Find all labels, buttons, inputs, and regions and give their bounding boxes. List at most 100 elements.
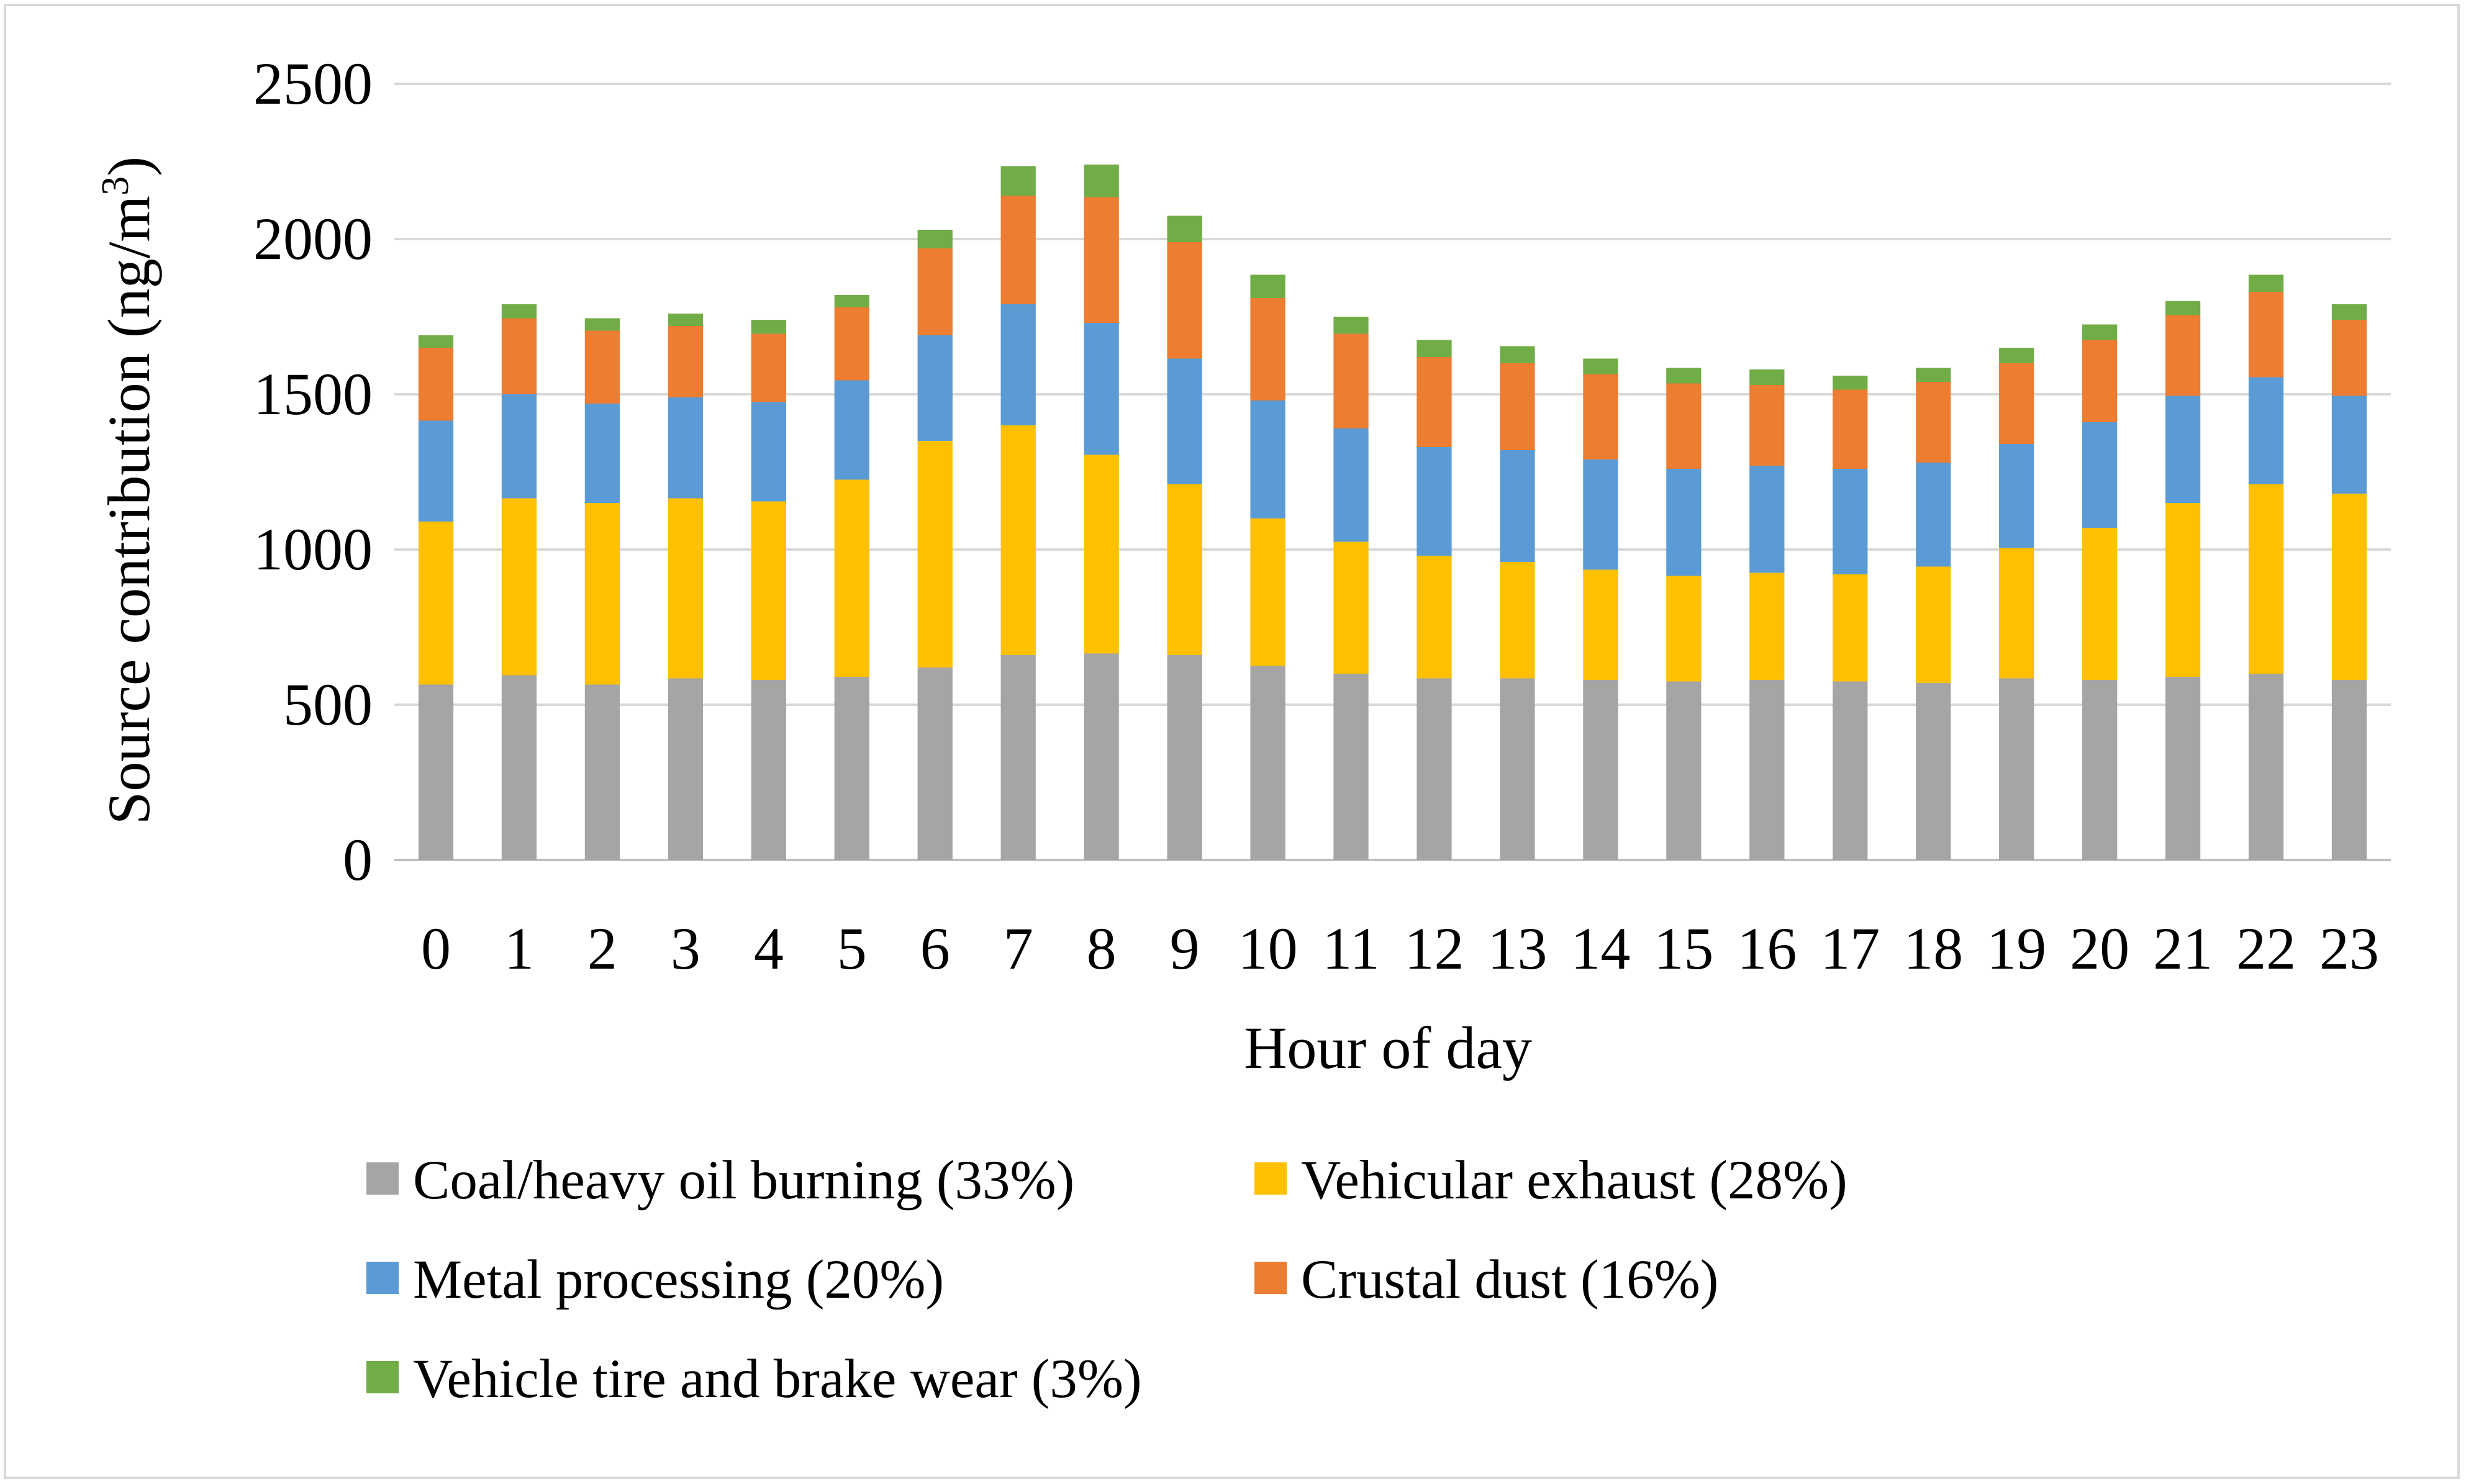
bar-segment-hour-18-series-4 bbox=[1916, 368, 1951, 382]
bar-segment-hour-21-series-3 bbox=[2165, 315, 2201, 396]
bar-segment-hour-4-series-2 bbox=[751, 402, 786, 502]
legend: Coal/heavy oil burning (33%) Vehicular ex… bbox=[366, 1150, 1847, 1409]
x-tick-label: 18 bbox=[1903, 915, 1963, 982]
bar-segment-hour-3-series-4 bbox=[668, 314, 703, 326]
bar-segment-hour-4-series-0 bbox=[751, 680, 786, 860]
y-tick-label: 2000 bbox=[253, 206, 373, 272]
bar-segment-hour-0-series-1 bbox=[418, 522, 454, 685]
bar-segment-hour-23-series-3 bbox=[2331, 320, 2367, 396]
x-tick-label: 19 bbox=[1987, 915, 2046, 982]
bar-segment-hour-12-series-1 bbox=[1417, 556, 1452, 679]
legend-label-2: Metal processing (20%) bbox=[413, 1249, 944, 1310]
bar-segment-hour-17-series-0 bbox=[1833, 681, 1868, 860]
bar-segment-hour-3-series-1 bbox=[668, 498, 703, 679]
bar-segment-hour-20-series-2 bbox=[2082, 422, 2118, 528]
bar-segment-hour-1-series-2 bbox=[501, 394, 537, 499]
bar-segment-hour-1-series-3 bbox=[501, 318, 537, 394]
bar-segment-hour-16-series-3 bbox=[1749, 385, 1785, 466]
legend-swatch-3 bbox=[1254, 1262, 1287, 1294]
bar-segment-hour-10-series-4 bbox=[1250, 274, 1285, 298]
x-tick-label: 10 bbox=[1238, 915, 1298, 982]
bar-segment-hour-20-series-1 bbox=[2082, 528, 2118, 680]
bar-segment-hour-7-series-0 bbox=[1000, 655, 1036, 860]
bar-segment-hour-22-series-1 bbox=[2248, 484, 2284, 674]
bar-segment-hour-1-series-4 bbox=[501, 304, 537, 319]
bar-segment-hour-1-series-1 bbox=[501, 498, 537, 676]
bar-segment-hour-12-series-0 bbox=[1417, 678, 1452, 860]
x-tick-label: 17 bbox=[1820, 915, 1880, 982]
bar-segment-hour-16-series-0 bbox=[1749, 680, 1785, 860]
bar-segment-hour-14-series-3 bbox=[1583, 374, 1618, 459]
bar-segment-hour-20-series-3 bbox=[2082, 340, 2118, 422]
x-tick-label: 7 bbox=[1004, 915, 1033, 982]
bar-segment-hour-7-series-2 bbox=[1000, 304, 1036, 425]
x-tick-label: 4 bbox=[754, 915, 784, 982]
bar-segment-hour-2-series-1 bbox=[584, 503, 620, 685]
y-axis-title: Source contribution (ng/m3) bbox=[94, 156, 162, 825]
y-tick-label: 0 bbox=[343, 826, 373, 893]
bar-segment-hour-12-series-3 bbox=[1417, 357, 1452, 447]
bar-segment-hour-15-series-1 bbox=[1666, 576, 1702, 682]
bar-segment-hour-1-series-0 bbox=[501, 675, 537, 860]
y-axis-title-superscript: 3 bbox=[94, 176, 137, 196]
legend-swatch-4 bbox=[366, 1361, 399, 1393]
chart-frame bbox=[4, 4, 2460, 1479]
bar-segment-hour-20-series-0 bbox=[2082, 680, 2118, 860]
bar-segment-hour-3-series-3 bbox=[668, 326, 703, 397]
bar-segment-hour-20-series-4 bbox=[2082, 324, 2118, 340]
bar-segment-hour-23-series-0 bbox=[2331, 680, 2367, 860]
bar-segment-hour-22-series-3 bbox=[2248, 292, 2284, 378]
bar-segment-hour-0-series-3 bbox=[418, 348, 454, 421]
bar-segment-hour-0-series-0 bbox=[418, 684, 454, 860]
bar-segment-hour-6-series-3 bbox=[917, 248, 953, 335]
x-tick-label: 23 bbox=[2319, 915, 2379, 982]
bar-segment-hour-18-series-2 bbox=[1916, 463, 1951, 567]
bar-segment-hour-11-series-2 bbox=[1333, 428, 1369, 542]
bar-segment-hour-9-series-4 bbox=[1167, 215, 1202, 242]
bar-segment-hour-14-series-0 bbox=[1583, 680, 1618, 860]
bar-segment-hour-17-series-2 bbox=[1833, 469, 1868, 574]
bar-segment-hour-15-series-2 bbox=[1666, 469, 1702, 576]
bar-segment-hour-15-series-0 bbox=[1666, 681, 1702, 860]
bar-segment-hour-2-series-3 bbox=[584, 330, 620, 404]
bar-segment-hour-22-series-0 bbox=[2248, 674, 2284, 860]
bar-segment-hour-18-series-0 bbox=[1916, 683, 1951, 860]
bar-segment-hour-9-series-0 bbox=[1167, 655, 1202, 860]
bar-segment-hour-6-series-2 bbox=[917, 335, 953, 441]
y-axis-ticks: 0 500 1000 1500 2000 2500 bbox=[253, 50, 373, 893]
bar-segment-hour-22-series-2 bbox=[2248, 377, 2284, 484]
bar-segment-hour-17-series-4 bbox=[1833, 376, 1868, 390]
bar-segment-hour-10-series-1 bbox=[1250, 518, 1285, 666]
bar-segment-hour-21-series-4 bbox=[2165, 301, 2201, 315]
bars bbox=[418, 165, 2367, 860]
legend-label-1: Vehicular exhaust (28%) bbox=[1301, 1150, 1847, 1211]
bar-segment-hour-9-series-3 bbox=[1167, 242, 1202, 359]
y-axis-title-main: Source contribution (ng/m bbox=[96, 196, 162, 825]
x-axis-title: Hour of day bbox=[1244, 1015, 1532, 1081]
bar-segment-hour-9-series-2 bbox=[1167, 358, 1202, 484]
x-tick-label: 0 bbox=[421, 915, 451, 982]
bar-segment-hour-21-series-1 bbox=[2165, 503, 2201, 677]
legend-label-3: Crustal dust (16%) bbox=[1301, 1249, 1718, 1310]
bar-segment-hour-19-series-2 bbox=[1999, 444, 2034, 548]
bar-segment-hour-9-series-1 bbox=[1167, 484, 1202, 655]
bar-segment-hour-13-series-1 bbox=[1500, 562, 1535, 679]
x-tick-label: 8 bbox=[1087, 915, 1117, 982]
bar-segment-hour-21-series-2 bbox=[2165, 396, 2201, 503]
bar-segment-hour-0-series-2 bbox=[418, 420, 454, 522]
x-tick-label: 1 bbox=[504, 915, 534, 982]
bar-segment-hour-10-series-0 bbox=[1250, 666, 1285, 860]
bar-segment-hour-8-series-0 bbox=[1084, 653, 1119, 860]
x-tick-label: 9 bbox=[1170, 915, 1200, 982]
bar-segment-hour-11-series-1 bbox=[1333, 541, 1369, 674]
legend-swatch-0 bbox=[366, 1162, 399, 1195]
bar-segment-hour-2-series-4 bbox=[584, 318, 620, 331]
bar-segment-hour-23-series-2 bbox=[2331, 396, 2367, 494]
x-tick-label: 6 bbox=[920, 915, 950, 982]
bar-segment-hour-18-series-3 bbox=[1916, 382, 1951, 463]
bar-segment-hour-12-series-2 bbox=[1417, 447, 1452, 556]
y-tick-label: 500 bbox=[283, 671, 373, 738]
x-axis-ticks: 0 1 2 3 4 5 6 7 8 9 10 11 12 13 14 15 16 17 18 19 20 21 22 23 bbox=[421, 915, 2379, 982]
bar-segment-hour-5-series-0 bbox=[834, 677, 869, 860]
bar-segment-hour-8-series-2 bbox=[1084, 323, 1119, 455]
